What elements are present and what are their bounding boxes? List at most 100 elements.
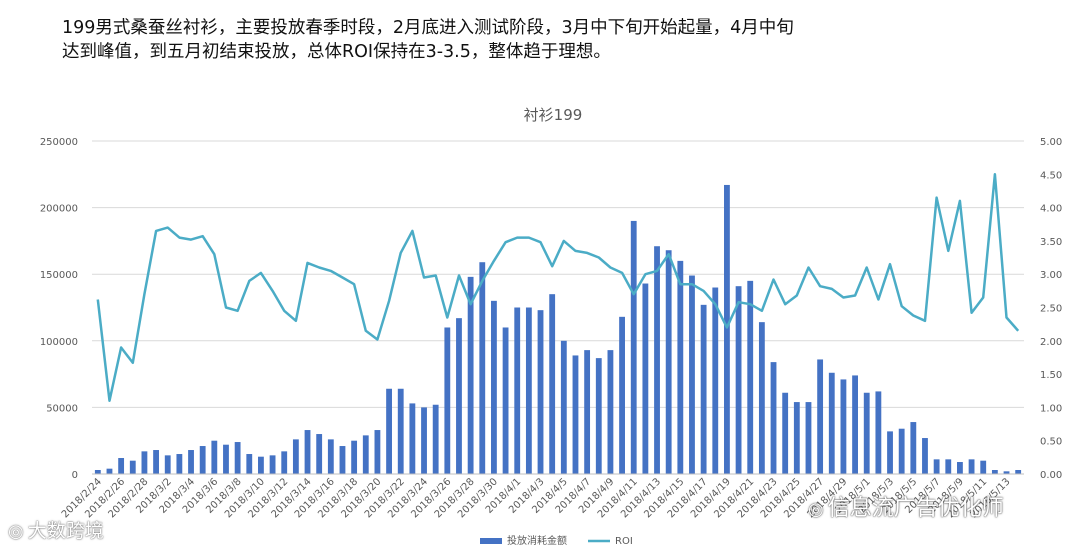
y-left-tick-label: 50000 <box>46 403 78 414</box>
spend-bar <box>584 350 591 474</box>
watermark-left-text: 大数跨境 <box>27 520 104 542</box>
spend-bar <box>724 184 730 474</box>
spend-bar <box>968 459 975 474</box>
spend-bar <box>817 359 824 474</box>
spend-bar <box>1015 470 1022 474</box>
spend-bar <box>292 439 299 474</box>
y-right-tick-label: 3.00 <box>1040 270 1062 281</box>
spend-bar <box>607 350 614 474</box>
spend-bar <box>863 392 870 474</box>
spend-bar <box>595 358 602 474</box>
spend-bar <box>118 458 125 474</box>
spend-bar <box>479 262 486 474</box>
y-left-tick-label: 250000 <box>40 137 78 148</box>
spend-bar <box>409 403 416 474</box>
spend-bar <box>677 260 684 474</box>
spend-bar <box>467 276 474 474</box>
spend-bar <box>421 407 427 474</box>
y-left-tick-label: 100000 <box>40 337 78 348</box>
spend-bar <box>188 450 194 474</box>
spend-bar <box>1003 471 1010 474</box>
spend-bar <box>852 375 858 474</box>
spend-bar <box>141 451 148 474</box>
watermark-right-text: 信息流广告优化师 <box>827 496 1004 521</box>
spend-bar <box>374 430 381 474</box>
spend-bar <box>537 310 544 474</box>
spend-bar <box>758 322 765 474</box>
spend-bar <box>689 275 695 474</box>
spend-bar <box>875 391 882 474</box>
spend-bar <box>991 470 998 474</box>
spend-bar <box>129 460 136 474</box>
spend-bar <box>514 307 521 474</box>
spend-bar <box>805 402 812 474</box>
spend-bar <box>782 392 789 474</box>
spend-bar <box>456 318 462 474</box>
spend-bar <box>94 470 101 474</box>
spend-bar <box>898 428 905 474</box>
spend-bar <box>164 455 171 474</box>
watermark-left: ◎ 大数跨境 <box>8 516 104 543</box>
spend-bar <box>386 388 392 474</box>
y-right-tick-label: 0.50 <box>1040 437 1062 448</box>
y-right-tick-label: 2.00 <box>1040 337 1062 348</box>
roi-line <box>96 173 1020 402</box>
spend-bar <box>840 379 847 474</box>
spend-bar <box>735 286 742 474</box>
spend-bars <box>94 184 1022 474</box>
spend-bar <box>223 444 229 474</box>
spend-bar <box>910 422 917 474</box>
y-left-tick-label: 200000 <box>40 204 78 215</box>
spend-bar <box>957 462 963 474</box>
spend-bar <box>828 372 835 474</box>
spend-bar <box>281 451 288 474</box>
y-right-tick-label: 3.50 <box>1040 237 1062 248</box>
watermark-right: ◎ 信息流广告优化师 <box>808 490 1004 522</box>
spend-bar <box>432 404 439 474</box>
spend-bar <box>980 460 987 474</box>
spend-bar <box>770 362 777 474</box>
spend-bar <box>502 327 509 474</box>
spend-bar <box>712 287 719 474</box>
y-right-tick-label: 5.00 <box>1040 137 1062 148</box>
spend-bar <box>234 442 241 474</box>
legend-label-roi: ROI <box>615 536 633 547</box>
legend: 投放消耗金额 ROI <box>480 534 633 547</box>
spend-bar <box>258 456 264 474</box>
y-right-tick-label: 1.00 <box>1040 403 1062 414</box>
spend-bar <box>491 300 497 474</box>
spend-bar <box>106 468 113 474</box>
y-right-tick-label: 4.50 <box>1040 170 1062 181</box>
wechat-icon: ◎ <box>8 521 24 542</box>
spend-bar <box>327 439 334 474</box>
spend-bar <box>560 340 567 474</box>
y-right-tick-label: 1.50 <box>1040 370 1062 381</box>
spend-bar <box>945 459 952 474</box>
spend-bar <box>362 435 369 474</box>
spend-bar <box>153 450 159 474</box>
spend-bar <box>572 355 579 474</box>
spend-bar <box>316 434 323 474</box>
spend-bar <box>444 327 451 474</box>
spend-bar <box>747 280 754 474</box>
headline-line-1: 199男式桑蚕丝衬衫，主要投放春季时段，2月底进入测试阶段，3月中下旬开始起量，… <box>62 18 794 38</box>
legend-swatch-spend <box>480 538 502 544</box>
spend-bar <box>642 283 649 474</box>
spend-bar <box>793 402 800 474</box>
spend-bar <box>933 459 940 474</box>
y-left-tick-label: 150000 <box>40 270 78 281</box>
spend-bar <box>630 220 637 474</box>
spend-bar <box>339 446 346 474</box>
spend-bar <box>199 446 206 474</box>
spend-bar <box>246 454 253 474</box>
spend-bar <box>176 454 183 474</box>
spend-bar <box>665 250 672 474</box>
spend-bar <box>700 304 707 474</box>
spend-bar <box>654 246 660 474</box>
spend-bar <box>351 440 358 474</box>
spend-bar <box>211 440 218 474</box>
chart-title: 衬衫199 <box>524 106 583 124</box>
y-right-tick-label: 2.50 <box>1040 304 1062 315</box>
spend-bar <box>304 430 311 474</box>
